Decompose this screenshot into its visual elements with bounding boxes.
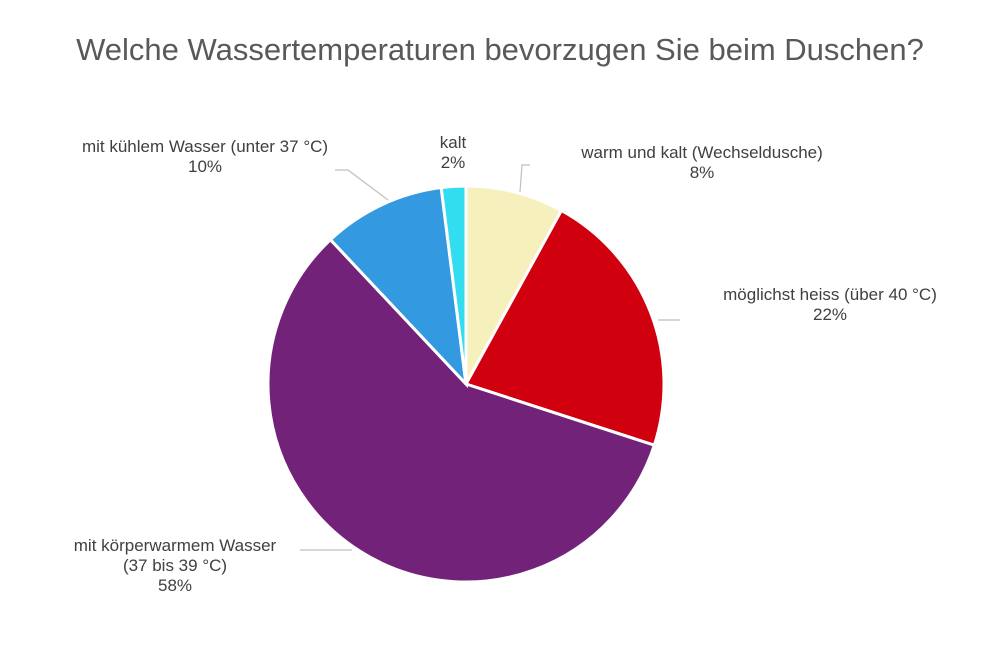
chart-title: Welche Wassertemperaturen bevorzugen Sie… xyxy=(76,32,924,67)
pie-slice-mit-k-hlem-wasser-unter-37-c xyxy=(328,185,469,389)
slice-value-label: 2% xyxy=(441,153,466,172)
data-label-kalt: kalt 2% xyxy=(440,133,467,172)
slice-category-label: mit kühlem Wasser (unter 37 °C) xyxy=(82,137,328,156)
slice-value-label: 8% xyxy=(690,163,715,182)
pie-slice-m-glichst-heiss-ber-40-c xyxy=(463,208,666,448)
data-label-mit-k-hlem-wasser-unter-37-c: mit kühlem Wasser (unter 37 °C) 10% xyxy=(82,137,328,176)
slice-category-label: mit körperwarmem Wasser xyxy=(74,536,277,555)
leader-line-warm-und-kalt-wechseldusche xyxy=(519,164,530,193)
slice-category-label: warm und kalt (Wechseldusche) xyxy=(580,143,823,162)
pie-slice-mit-k-rperwarmem-wasser-37-bis-39-c xyxy=(266,237,657,584)
data-label-mit-k-rperwarmem-wasser-37-bis-39-c: mit körperwarmem Wasser (37 bis 39 °C) 58% xyxy=(74,536,277,595)
slice-value-label: 22% xyxy=(813,305,847,324)
slice-category-label: (37 bis 39 °C) xyxy=(123,556,227,575)
pie-slice-warm-und-kalt-wechseldusche xyxy=(464,184,564,385)
pie-slice-kalt xyxy=(439,184,468,385)
slice-value-label: 58% xyxy=(158,576,192,595)
data-label-warm-und-kalt-wechseldusche: warm und kalt (Wechseldusche) 8% xyxy=(580,143,823,182)
slice-value-label: 10% xyxy=(188,157,222,176)
slice-category-label: möglichst heiss (über 40 °C) xyxy=(723,285,937,304)
leader-line-mit-k-hlem-wasser-unter-37-c xyxy=(335,169,389,201)
slice-category-label: kalt xyxy=(440,133,467,152)
data-label-m-glichst-heiss-ber-40-c: möglichst heiss (über 40 °C) 22% xyxy=(723,285,937,324)
